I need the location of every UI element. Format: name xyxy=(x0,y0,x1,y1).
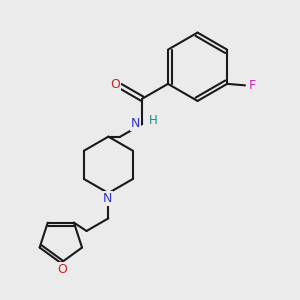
Text: N: N xyxy=(131,118,140,130)
Text: N: N xyxy=(103,192,112,205)
Text: O: O xyxy=(110,78,120,91)
Text: H: H xyxy=(149,114,158,127)
Text: O: O xyxy=(57,263,67,276)
Text: F: F xyxy=(249,79,256,92)
